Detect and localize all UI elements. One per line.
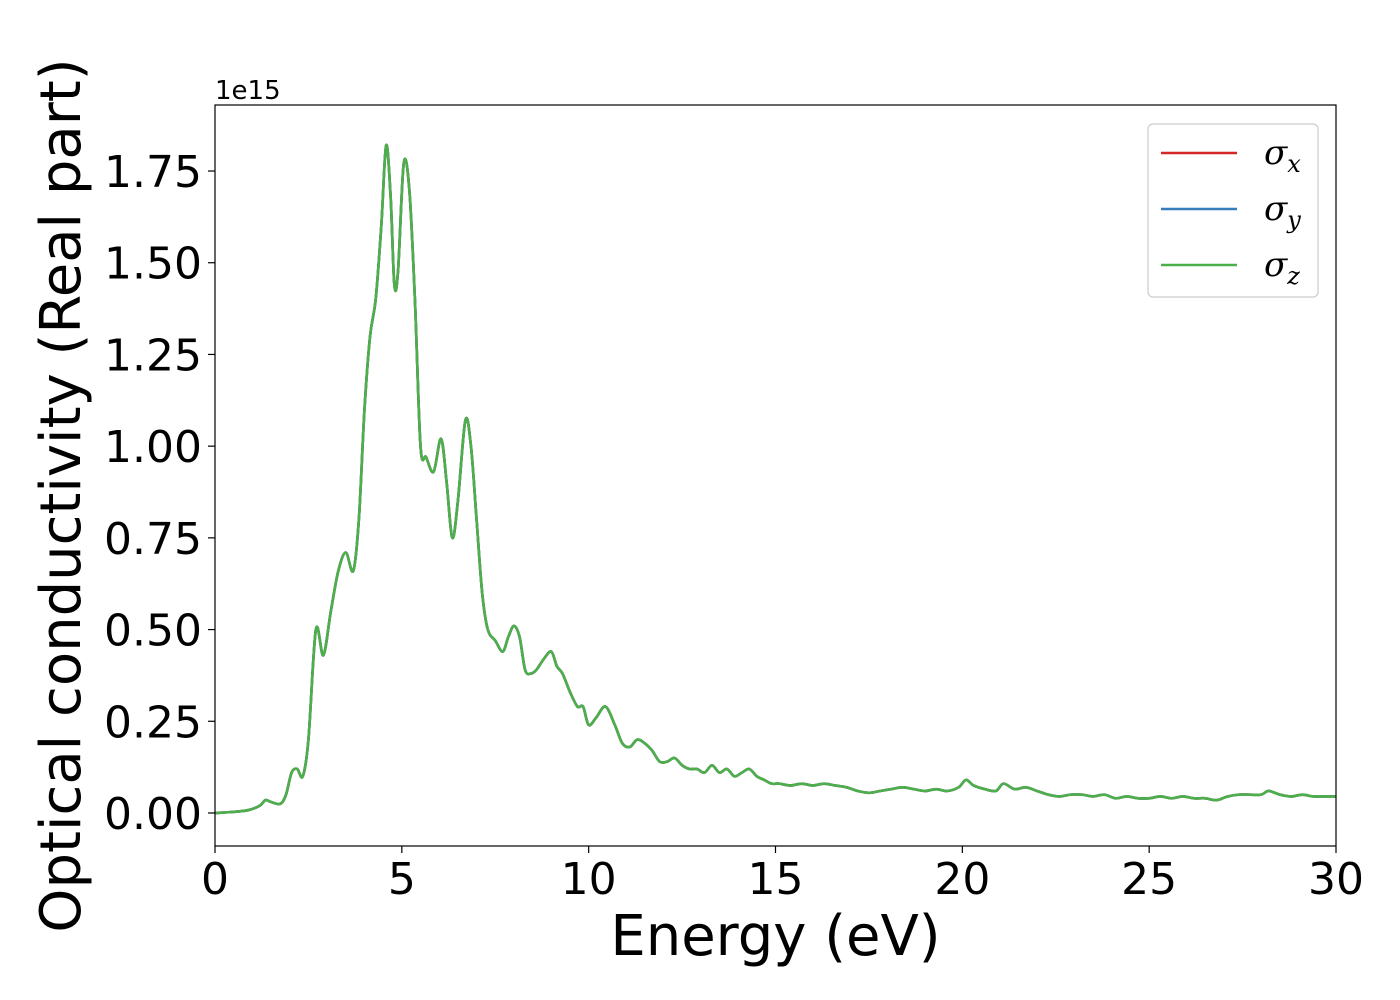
x-tick-label: 15 [748,854,804,905]
y-tick-label: 0.25 [104,697,202,748]
y-tick-label: 1.75 [104,147,202,198]
y-tick-label: 1.25 [104,330,202,381]
x-tick-label: 30 [1308,854,1364,905]
legend-subscript: y [1286,206,1301,234]
y-axis-label: Optical conductivity (Real part) [29,58,94,932]
legend-symbol: σ [1264,189,1288,229]
series-line-z [215,143,1336,815]
series-layer [215,143,1336,815]
x-axis-ticks: 0 5 10 15 20 25 30 [201,846,1364,905]
legend-symbol: σ [1264,245,1288,285]
legend-label-z: σz [1264,245,1300,290]
y-tick-label: 0.50 [104,606,202,657]
legend-label-y: σy [1264,189,1301,234]
legend-subscript: x [1287,150,1301,178]
legend-subscript: z [1286,262,1300,290]
x-axis-label: Energy (eV) [610,904,940,969]
x-tick-label: 25 [1121,854,1177,905]
y-offset-label: 1e15 [215,76,281,106]
x-tick-label: 5 [388,854,416,905]
y-tick-label: 1.00 [104,422,202,473]
y-axis-ticks: 0.00 0.25 0.50 0.75 1.00 1.25 1.50 1.75 [104,147,215,840]
legend-label-x: σx [1264,133,1301,178]
y-tick-label: 0.00 [104,789,202,840]
x-tick-label: 20 [934,854,990,905]
legend-box [1147,123,1319,298]
y-tick-label: 0.75 [104,514,202,565]
x-tick-label: 0 [201,854,229,905]
y-tick-label: 1.50 [104,239,202,290]
x-tick-label: 10 [561,854,617,905]
legend-symbol: σ [1264,133,1288,173]
